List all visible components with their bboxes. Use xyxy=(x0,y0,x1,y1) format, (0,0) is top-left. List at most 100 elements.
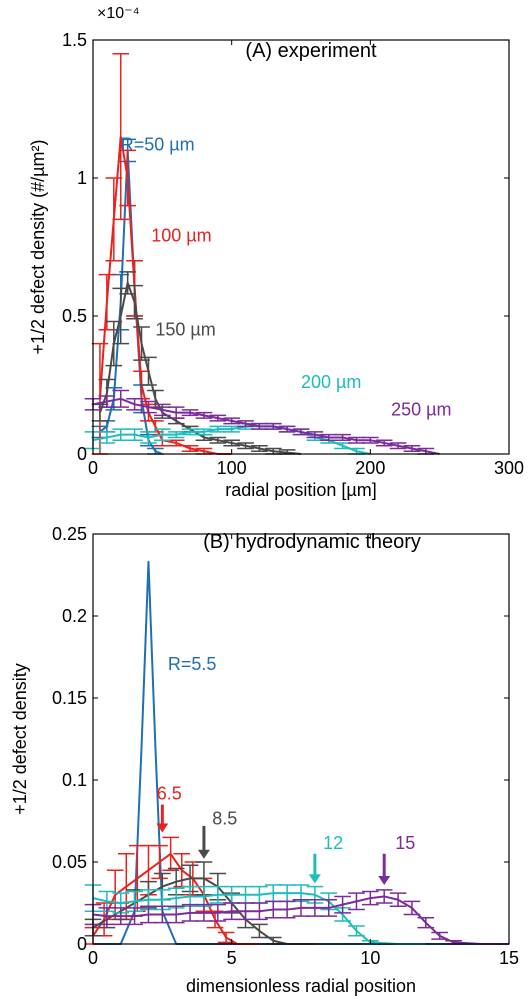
error-bar xyxy=(237,420,254,428)
error-bar xyxy=(195,428,213,436)
error-bar xyxy=(362,436,379,444)
error-bar xyxy=(278,900,296,919)
error-bar xyxy=(140,431,157,444)
error-bar xyxy=(119,149,136,207)
error-bar xyxy=(119,271,136,295)
marker-arrow xyxy=(197,825,210,859)
series-label: 250 µm xyxy=(391,399,451,419)
error-bar xyxy=(417,917,435,929)
series-5 xyxy=(84,389,440,455)
series-line xyxy=(98,281,302,455)
y-axis-exponent: ×10⁻⁴ xyxy=(97,5,140,22)
error-bar xyxy=(98,273,116,331)
error-bar xyxy=(195,411,213,419)
x-tick-label: 15 xyxy=(499,948,519,968)
x-tick-label: 0 xyxy=(88,458,98,478)
error-bar xyxy=(181,444,199,452)
error-bar xyxy=(375,889,393,904)
error-bar xyxy=(140,400,157,414)
axes-frame xyxy=(92,533,510,945)
error-bar xyxy=(223,439,240,447)
y-tick-label: 0.05 xyxy=(52,852,87,872)
error-bar xyxy=(334,433,351,441)
error-bar xyxy=(348,925,365,937)
series-label: 12 xyxy=(323,833,343,853)
error-bar xyxy=(209,414,227,422)
error-bar xyxy=(98,431,116,444)
x-tick-label: 300 xyxy=(494,458,524,478)
error-bar xyxy=(209,903,227,922)
y-tick-label: 1 xyxy=(77,168,87,188)
error-bar xyxy=(209,436,227,444)
arrow-head xyxy=(156,823,169,833)
series-label: R=5.5 xyxy=(168,654,217,674)
x-axis-label: dimensionless radial position xyxy=(186,976,416,996)
y-tick-label: 0.5 xyxy=(62,306,87,326)
marker-arrow xyxy=(156,804,169,833)
error-bar xyxy=(403,900,421,916)
panel-a-experiment: 0 100 200 300 0 0.5 1 1.5 ×10⁻⁴ radial position [… xyxy=(28,5,524,500)
y-tick-label: 0.1 xyxy=(62,770,87,790)
error-bar xyxy=(147,420,164,433)
error-bar xyxy=(112,287,130,345)
error-bar xyxy=(251,444,268,452)
error-bar xyxy=(133,326,150,361)
series-label: R=50 µm xyxy=(121,134,195,154)
marker-arrow xyxy=(378,853,391,885)
error-bar xyxy=(237,442,254,450)
error-bar xyxy=(167,417,185,425)
series-label: 15 xyxy=(395,833,415,853)
error-bar xyxy=(167,905,185,924)
panel-b-hydrodynamic-theory: 0 5 10 15 0 0.05 0.1 0.15 0.2 0.25 dimensionless r… xyxy=(10,524,519,996)
error-bar xyxy=(112,53,130,221)
error-bar xyxy=(126,398,143,411)
arrow-head xyxy=(308,874,321,884)
series-line xyxy=(92,877,315,945)
error-bar xyxy=(126,907,143,926)
series-label: 150 µm xyxy=(155,319,215,339)
x-tick-label: 200 xyxy=(355,458,385,478)
arrow-head xyxy=(378,875,391,885)
series-2 xyxy=(91,53,232,455)
chart-title: (B) hydrodynamic theory xyxy=(203,531,421,553)
error-bar xyxy=(251,902,268,921)
marker-arrow xyxy=(308,853,321,884)
error-bar xyxy=(154,428,171,441)
y-tick-label: 0 xyxy=(77,934,87,954)
y-tick-label: 0.2 xyxy=(62,606,87,626)
error-bar xyxy=(320,898,338,917)
error-bar xyxy=(292,428,310,436)
x-tick-label: 5 xyxy=(227,948,237,968)
error-bar xyxy=(154,403,171,417)
chart-title: (A) experiment xyxy=(245,40,377,62)
y-axis-label: +1/2 defect density xyxy=(10,663,30,815)
error-bar xyxy=(181,409,199,417)
error-bar xyxy=(126,428,143,441)
error-bar xyxy=(167,431,185,439)
series-label: 6.5 xyxy=(157,784,182,804)
x-tick-label: 0 xyxy=(88,948,98,968)
error-bar xyxy=(348,892,365,911)
x-tick-label: 100 xyxy=(217,458,247,478)
error-bar xyxy=(334,895,351,914)
error-bar xyxy=(112,389,130,408)
error-bar xyxy=(403,444,421,452)
error-bar xyxy=(206,910,224,929)
error-bar xyxy=(140,356,157,386)
error-bar xyxy=(389,442,407,450)
error-bar xyxy=(431,931,448,940)
series-label: 200 µm xyxy=(301,372,361,392)
error-bar xyxy=(167,406,185,419)
y-tick-label: 1.5 xyxy=(62,30,87,50)
error-bar xyxy=(223,417,240,425)
error-bar xyxy=(362,890,379,906)
series-label: 100 µm xyxy=(151,225,211,245)
y-axis-label: +1/2 defect density (#/µm²) xyxy=(28,140,48,355)
y-tick-label: 0.25 xyxy=(52,524,87,544)
x-axis-label: radial position [µm] xyxy=(225,480,376,500)
error-bar xyxy=(126,284,143,320)
error-bar xyxy=(278,425,296,433)
y-tick-label: 0.15 xyxy=(52,688,87,708)
x-tick-label: 10 xyxy=(360,948,380,968)
